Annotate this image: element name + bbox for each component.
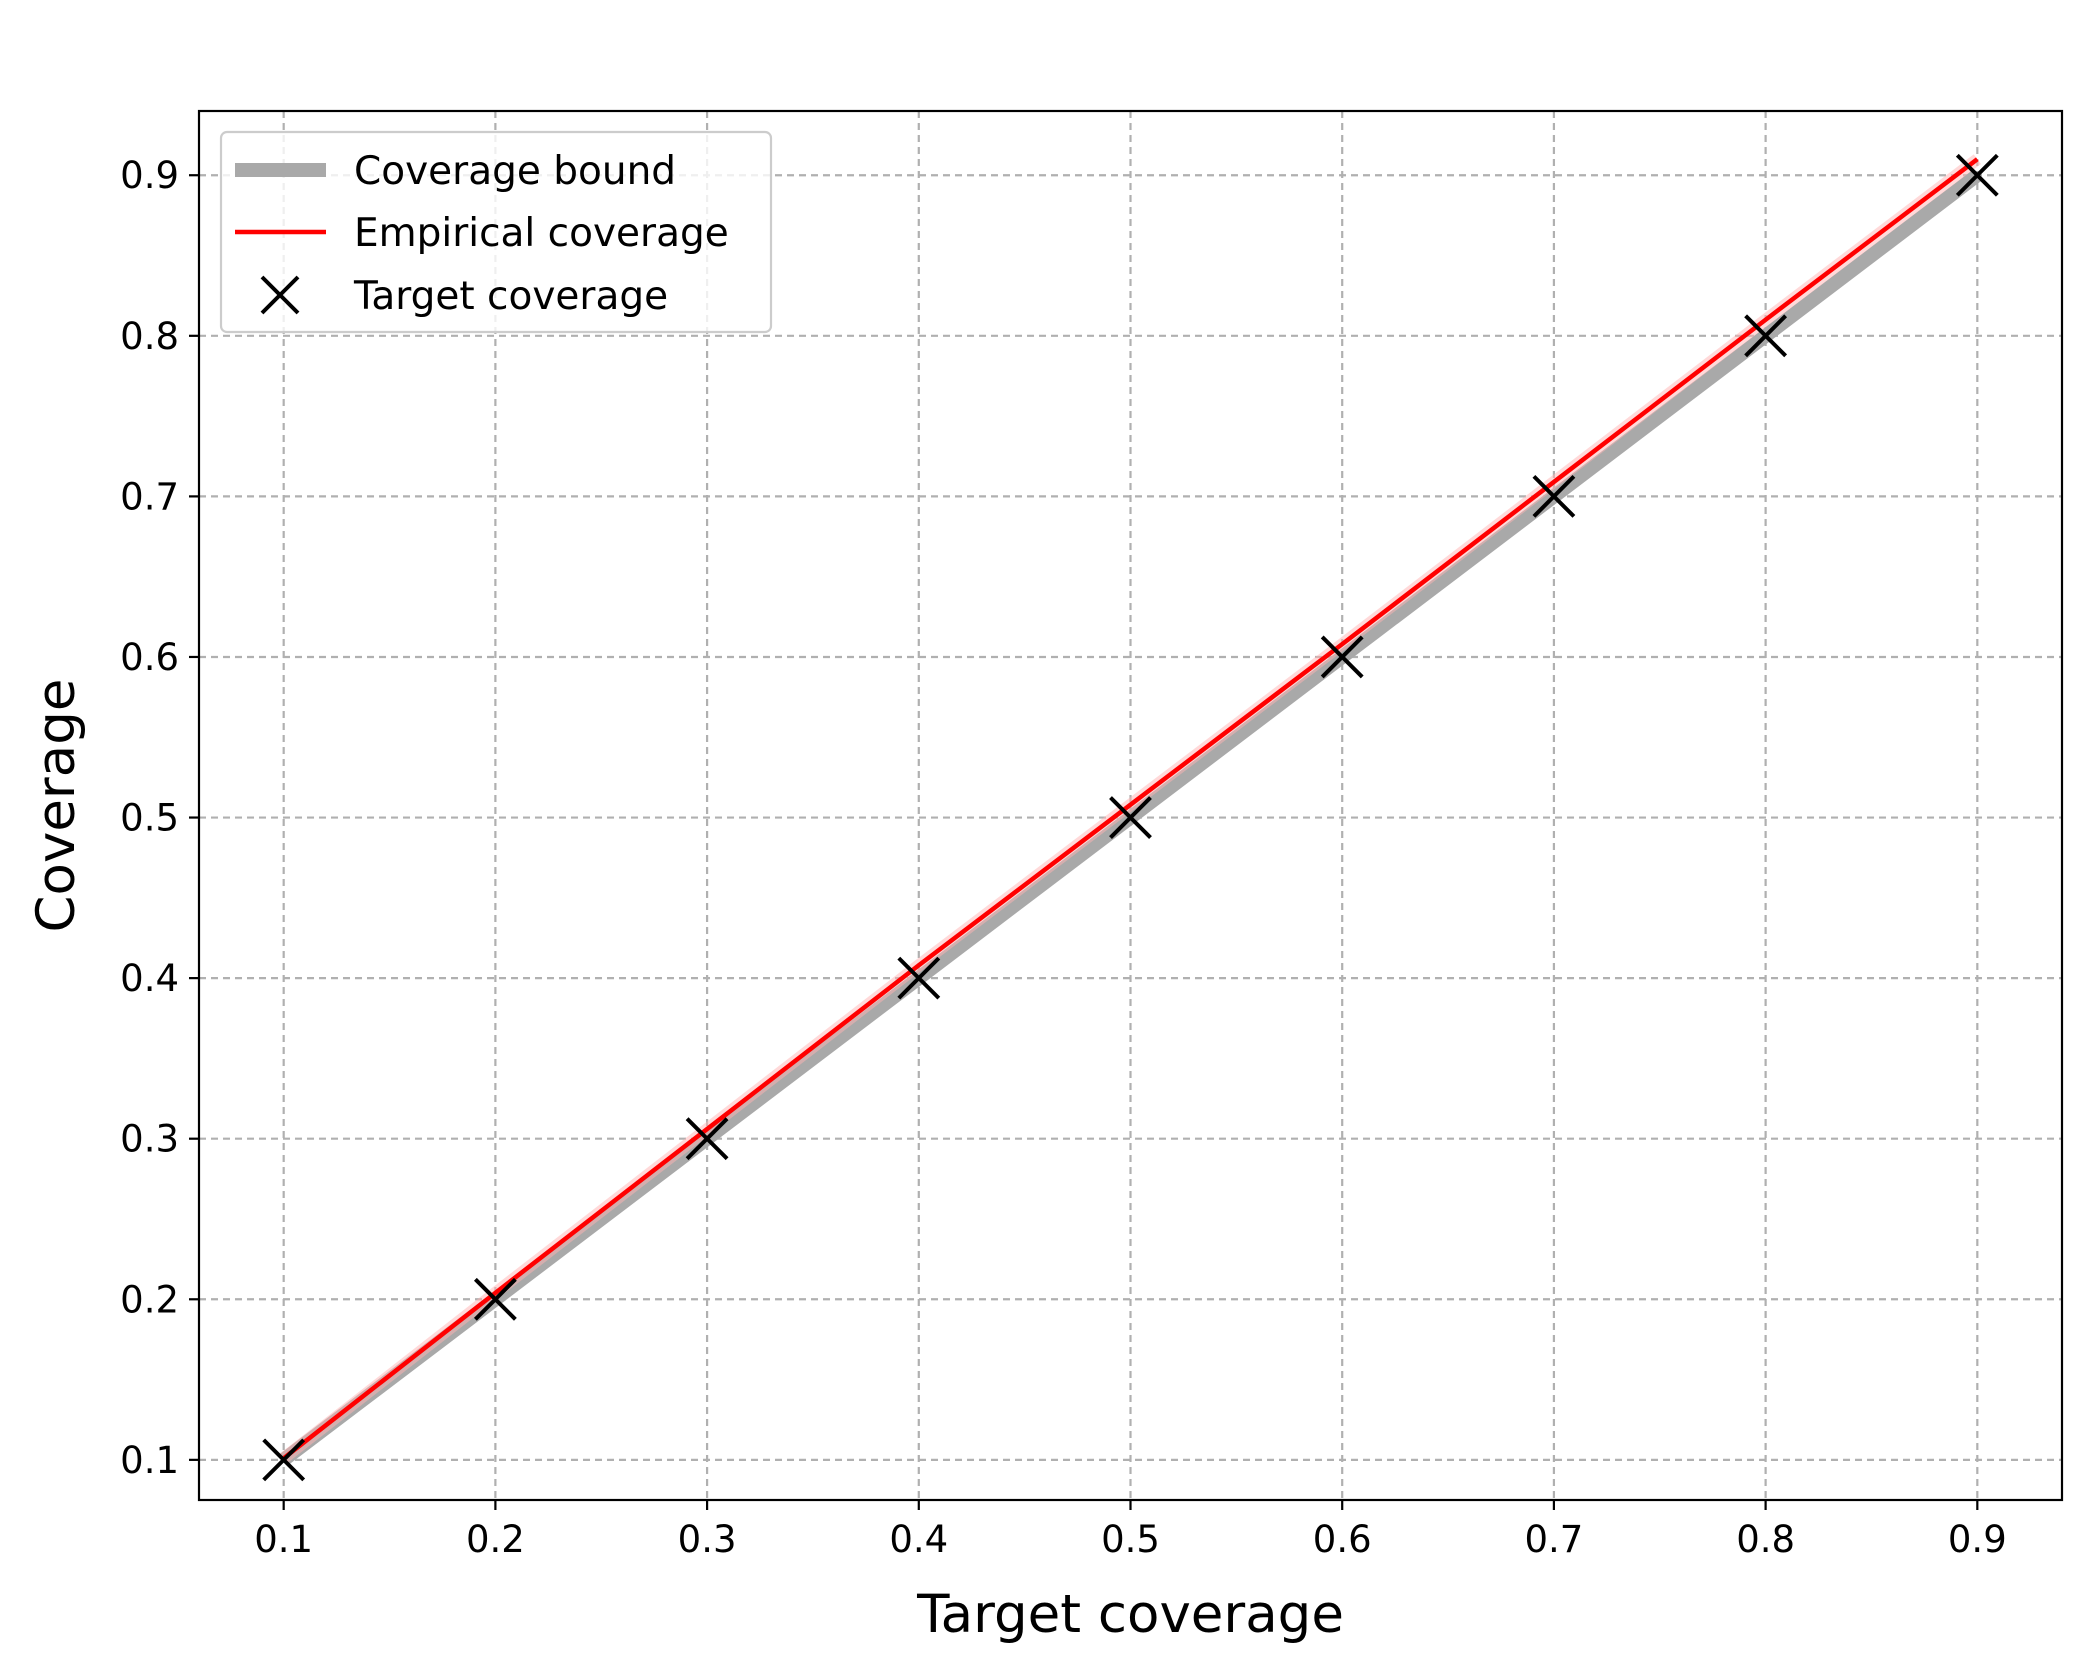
target-coverage-marker [685,1117,729,1161]
legend-swatch-target-coverage [260,275,300,315]
y-tick-label: 0.9 [120,154,179,197]
marker-stroke [1744,314,1788,358]
x-tick-label: 0.2 [466,1518,525,1561]
target-coverage-marker [897,956,941,1000]
marker-stroke [1320,635,1364,679]
target-coverage-marker [473,1277,517,1321]
target-coverage-marker [1744,314,1788,358]
x-tick-label: 0.3 [678,1518,737,1561]
target-coverage-marker [1532,474,1576,518]
x-tick-label: 0.9 [1948,1518,2007,1561]
x-tick-label: 0.6 [1313,1518,1372,1561]
target-coverage-marker [1320,635,1364,679]
x-tick-label: 0.7 [1524,1518,1583,1561]
y-tick-label: 0.7 [120,475,179,518]
marker-stroke [473,1277,517,1321]
y-tick-label: 0.8 [120,315,179,358]
marker-stroke [1532,474,1576,518]
x-tick-label: 0.8 [1736,1518,1795,1561]
x-axis-label: Target coverage [916,1584,1344,1645]
y-tick-label: 0.5 [120,797,179,840]
legend-label: Empirical coverage [354,211,729,256]
y-tick-label: 0.4 [120,957,179,1000]
marker-stroke [262,1438,306,1482]
marker-stroke [1955,153,1999,197]
plot-series [262,153,1999,1482]
x-tick-label: 0.1 [254,1518,313,1561]
y-tick-label: 0.3 [120,1118,179,1161]
y-tick-label: 0.1 [120,1439,179,1482]
x-tick-label: 0.4 [889,1518,948,1561]
target-coverage-marker [1955,153,1999,197]
axis-ticks: 0.1 0.2 0.3 0.4 0.5 0.6 0.7 0.8 0.9 0.1 0.2 0.3 0.4 0… [120,154,2007,1561]
y-tick-label: 0.6 [120,636,179,679]
marker-stroke [1109,796,1152,839]
target-coverage-marker [262,1438,306,1482]
target-coverage-marker [1109,796,1152,839]
empirical-coverage-line [282,157,1979,1461]
marker-stroke [685,1117,729,1161]
y-tick-label: 0.2 [120,1278,179,1321]
legend: Coverage bound Empirical coverage Target c… [219,130,773,334]
x-tick-label: 0.5 [1101,1518,1160,1561]
y-axis-label: Coverage [26,679,87,933]
legend-label: Target coverage [353,274,668,319]
marker-stroke [260,275,300,315]
marker-stroke [897,956,941,1000]
legend-label: Coverage bound [354,149,676,194]
legend-box [219,130,773,334]
